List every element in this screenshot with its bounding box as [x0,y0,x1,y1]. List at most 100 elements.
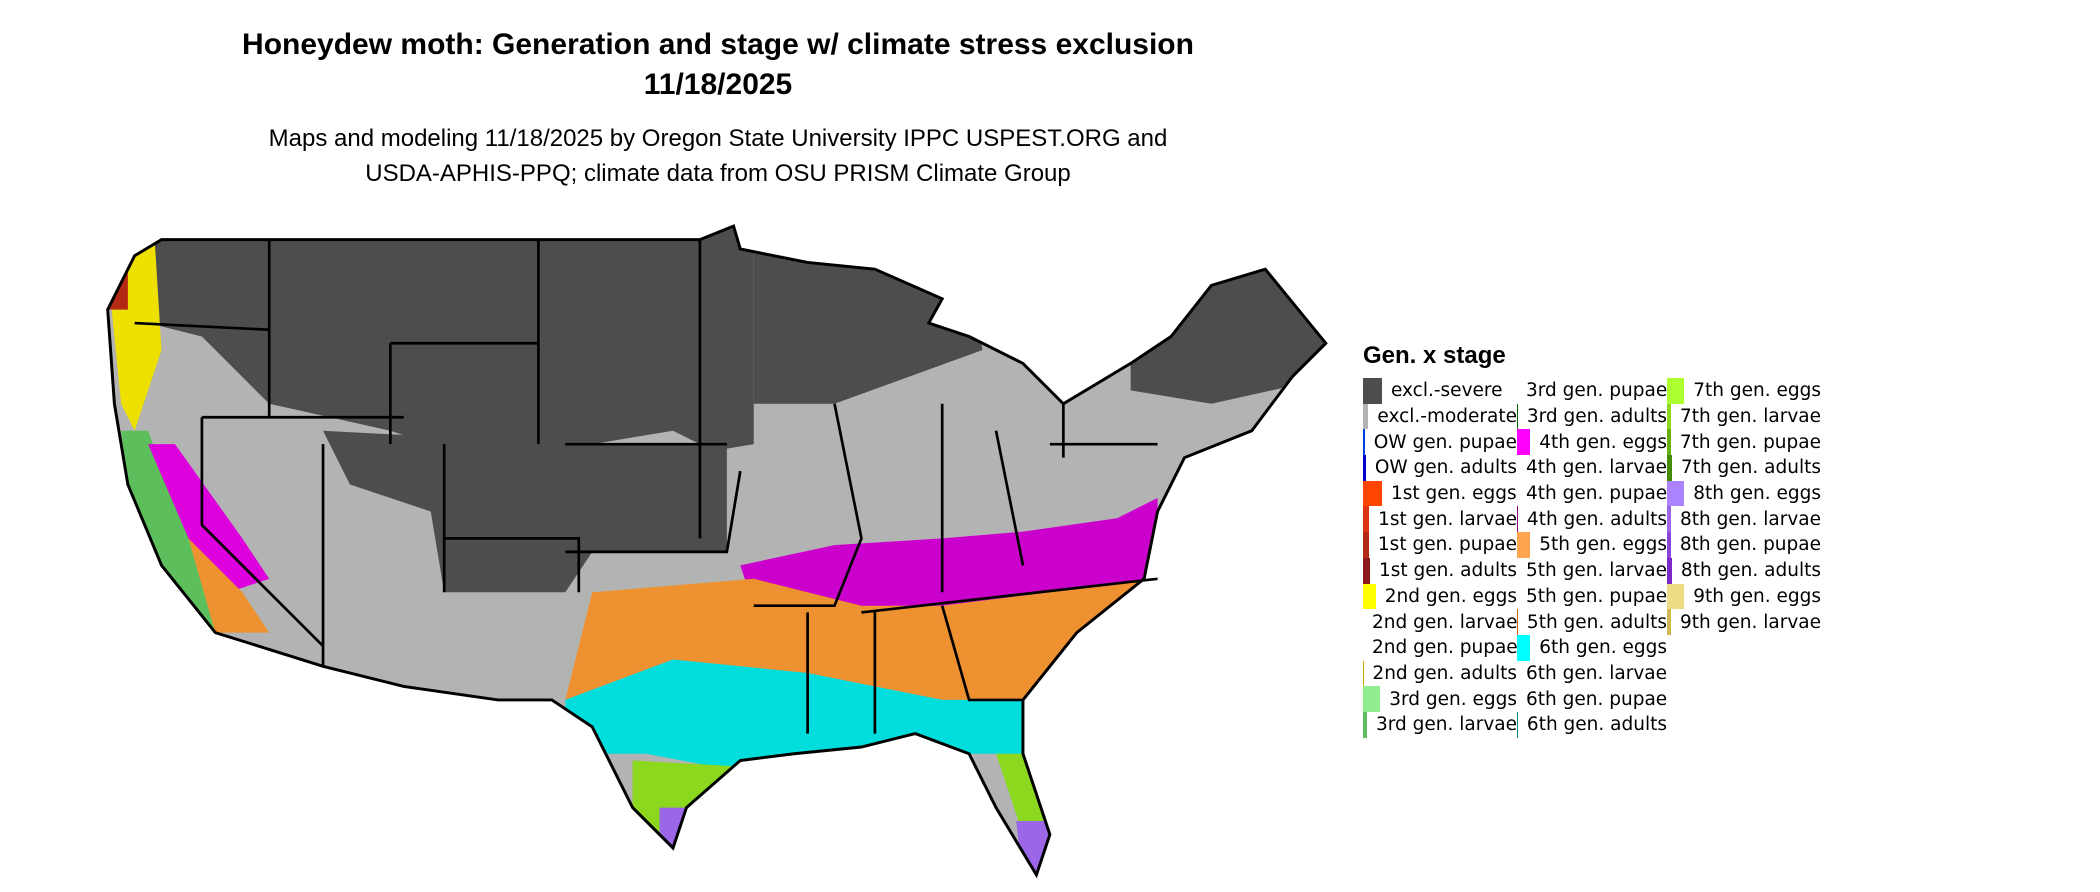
region-8th-gen-tx [659,807,694,855]
legend-swatch [1363,429,1365,456]
legend-item: 2nd gen. eggs [1363,583,1517,610]
legend-item: 7th gen. adults [1667,455,1821,481]
region-excl-severe-ne [1130,269,1326,404]
legend-swatch [1363,583,1376,610]
legend-label: 4th gen. adults [1526,508,1667,530]
legend-swatch [1667,557,1672,584]
legend-swatch [1667,506,1671,533]
legend-label: 5th gen. adults [1526,611,1667,633]
legend-item: 3rd gen. larvae [1363,711,1517,738]
us-map [106,224,1328,877]
state-borders [106,224,1328,877]
legend-label: OW gen. adults [1374,457,1517,479]
legend-item: 2nd gen. pupae [1363,635,1518,661]
legend-label: OW gen. pupae [1373,431,1517,453]
legend-label: 6th gen. larvae [1526,662,1667,684]
legend-swatch [1517,429,1531,456]
legend-item: 7th gen. pupae [1667,429,1821,456]
map-title: Honeydew moth: Generation and stage w/ c… [242,28,1194,61]
legend-label: 5th gen. eggs [1539,534,1667,556]
legend-item: 8th gen. larvae [1667,506,1821,533]
region-7th-gen-tx [632,753,808,862]
legend-swatch [1517,532,1531,558]
legend-item: 5th gen. larvae [1517,558,1667,584]
legend-label: 6th gen. adults [1526,714,1667,736]
map-date: 11/18/2025 [643,68,793,101]
legend-label: 5th gen. pupae [1526,585,1668,607]
legend-item: 8th gen. pupae [1667,532,1821,558]
legend-item: 1st gen. eggs [1363,480,1517,507]
legend-swatch [1363,480,1382,507]
legend-item: 6th gen. larvae [1517,661,1667,687]
legend-label: 3rd gen. pupae [1526,380,1668,402]
legend-item: 4th gen. pupae [1517,481,1667,507]
legend-swatch [1667,378,1685,404]
legend-label: excl.-severe [1391,380,1503,402]
region-4th-gen-ca [148,444,270,593]
region-5th-gen [565,578,1158,700]
legend-label: 7th gen. adults [1680,457,1821,479]
legend-column: excl.-severe excl.-moderate OW gen. pupae O… [1363,378,1518,738]
legend-label: 4th gen. pupae [1526,483,1668,505]
legend-item: 4th gen. eggs [1517,429,1667,456]
legend-item: 6th gen. eggs [1517,634,1667,661]
legend-item: 3rd gen. eggs [1363,686,1517,712]
legend-swatch [1667,532,1671,558]
legend-label: excl.-moderate [1377,406,1517,428]
legend-item: 7th gen. eggs [1667,378,1821,404]
legend-swatch [1517,403,1518,430]
legend-label: 1st gen. eggs [1391,483,1517,505]
legend-swatch [1363,403,1369,430]
legend-swatch [1667,403,1671,430]
legend-item: 3rd gen. adults [1517,403,1667,430]
legend-label: 3rd gen. eggs [1389,688,1517,710]
legend-label: 2nd gen. adults [1372,662,1517,684]
legend-swatch [1363,711,1367,738]
legend-label: 7th gen. eggs [1693,380,1821,402]
legend-label: 7th gen. pupae [1679,431,1821,453]
legend-label: 9th gen. eggs [1693,585,1821,607]
legend-label: 8th gen. eggs [1693,483,1821,505]
legend-label: 4th gen. eggs [1539,431,1667,453]
legend-swatch [1363,532,1369,558]
legend-label: 2nd gen. pupae [1372,637,1518,659]
region-3rd-gen-ca [121,430,216,633]
legend-swatch [1517,506,1518,533]
legend-swatch [1517,609,1518,635]
legend-item: OW gen. adults [1363,455,1517,481]
legend-item: OW gen. pupae [1363,429,1517,456]
legend-label: 7th gen. larvae [1680,406,1821,428]
legend-item: excl.-moderate [1363,403,1517,430]
legend-item: 8th gen. eggs [1667,480,1821,507]
legend-label: 6th gen. eggs [1539,637,1667,659]
legend-label: 6th gen. pupae [1526,688,1668,710]
map-credits-line1: Maps and modeling 11/18/2025 by Oregon S… [268,125,1168,152]
legend-item: 1st gen. pupae [1363,532,1517,558]
legend: Gen. x stage excl.-severe excl.-moderate O… [1363,342,1821,738]
legend-swatch [1363,506,1370,533]
legend-columns: excl.-severe excl.-moderate OW gen. pupae O… [1363,378,1821,738]
legend-label: 5th gen. larvae [1526,560,1667,582]
legend-label: 2nd gen. larvae [1372,611,1518,633]
legend-label: 1st gen. pupae [1377,534,1517,556]
legend-label: 8th gen. adults [1680,560,1821,582]
legend-item: 6th gen. adults [1517,711,1667,738]
legend-label: 1st gen. larvae [1378,508,1517,530]
legend-label: 8th gen. pupae [1679,534,1821,556]
legend-swatch [1667,429,1671,456]
legend-label: 4th gen. larvae [1526,457,1667,479]
legend-item: 4th gen. adults [1517,506,1667,533]
legend-item: 5th gen. pupae [1517,584,1667,610]
legend-label: 3rd gen. adults [1526,406,1667,428]
legend-item: 7th gen. larvae [1667,403,1821,430]
legend-item: 5th gen. adults [1517,609,1667,635]
legend-item: 4th gen. larvae [1517,455,1667,481]
legend-item: 2nd gen. larvae [1363,609,1517,635]
legend-item: 9th gen. larvae [1667,609,1821,635]
legend-item: 6th gen. pupae [1517,686,1667,712]
legend-label: 8th gen. larvae [1680,508,1821,530]
region-excl-severe-west [148,228,754,451]
legend-label: 3rd gen. larvae [1375,714,1517,736]
legend-swatch [1517,634,1531,661]
legend-swatch [1363,686,1381,712]
